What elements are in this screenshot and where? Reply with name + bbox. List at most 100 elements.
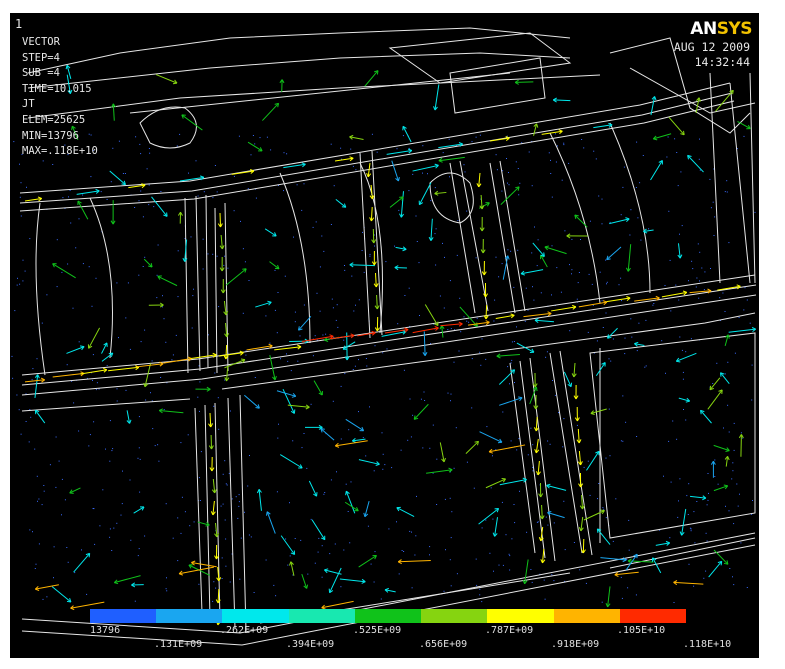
vector-arrow: [301, 573, 309, 589]
node-dot: [729, 568, 731, 569]
node-dot: [172, 354, 174, 356]
vector-arrow: [208, 412, 214, 428]
node-dot: [148, 204, 150, 206]
node-dot: [630, 318, 632, 320]
node-dot: [722, 292, 724, 294]
node-dot: [109, 460, 111, 462]
vector-arrow: [426, 467, 453, 474]
vector-arrow: [579, 494, 585, 510]
node-dot: [400, 449, 402, 451]
node-dot: [157, 244, 159, 246]
vector-arrow: [70, 601, 105, 611]
vector-arrow: [424, 304, 439, 327]
vector-arrow: [481, 260, 487, 276]
node-dot: [712, 201, 714, 203]
node-dot: [247, 485, 249, 487]
node-dot: [92, 379, 93, 381]
vector-arrow: [483, 304, 489, 320]
node-dot: [479, 588, 481, 590]
vector-arrow: [158, 408, 184, 414]
vector-arrow: [111, 103, 117, 121]
node-dot: [695, 286, 697, 288]
node-dot: [734, 352, 736, 354]
vector-arrow: [287, 404, 310, 410]
vector-arrow: [673, 580, 704, 586]
node-dot: [162, 295, 163, 297]
node-dot: [678, 299, 680, 301]
node-dot: [443, 307, 445, 309]
node-dot: [516, 449, 518, 451]
node-dot: [166, 577, 167, 579]
node-dot: [714, 459, 716, 461]
node-dot: [337, 326, 339, 328]
node-dot: [67, 154, 69, 156]
node-dot: [412, 173, 414, 175]
vector-arrow: [707, 389, 723, 410]
node-dot: [557, 145, 558, 147]
node-dot: [218, 428, 220, 430]
node-dot: [382, 352, 384, 354]
node-dot: [635, 594, 637, 596]
node-dot: [471, 141, 473, 143]
node-dot: [537, 521, 539, 523]
graphics-viewport[interactable]: 1 VECTOR STEP=4 SUB =4 TIME=10.015 JT EL…: [9, 12, 760, 659]
node-dot: [439, 295, 441, 297]
node-dot: [411, 587, 413, 589]
timestamp-block: AUG 12 2009 14:32:44: [674, 40, 750, 70]
vector-arrow: [80, 367, 108, 375]
vector-arrow: [246, 343, 273, 351]
node-dot: [188, 172, 189, 174]
node-dot: [56, 286, 58, 288]
vector-arrow: [499, 396, 523, 406]
vector-arrow: [342, 341, 356, 350]
vector-arrow: [476, 172, 482, 188]
vector-arrow: [578, 300, 608, 308]
node-dot: [340, 147, 342, 149]
vector-arrow: [605, 586, 611, 608]
node-dot: [518, 438, 520, 440]
vector-arrow: [535, 460, 541, 476]
node-dot: [225, 483, 227, 485]
node-dot: [691, 260, 693, 262]
node-dot: [82, 194, 84, 196]
node-dot: [94, 543, 96, 545]
node-dot: [511, 359, 513, 361]
node-dot: [704, 271, 706, 273]
node-dot: [627, 587, 629, 589]
node-dot: [573, 542, 575, 543]
vector-arrow: [304, 424, 323, 430]
node-dot: [163, 409, 165, 411]
vector-arrow: [77, 200, 89, 220]
node-dot: [749, 322, 751, 324]
node-dot: [88, 266, 90, 268]
node-dot: [505, 534, 507, 536]
node-dot: [690, 530, 692, 532]
vector-arrow: [720, 372, 730, 385]
node-dot: [247, 188, 249, 190]
node-dot: [303, 304, 305, 306]
node-dot: [382, 468, 384, 470]
node-dot: [224, 255, 226, 257]
node-dot: [631, 336, 633, 338]
node-dot: [698, 297, 700, 299]
node-dot: [365, 358, 367, 359]
node-dot: [100, 191, 102, 193]
node-dot: [202, 268, 204, 270]
node-dot: [388, 528, 390, 530]
vector-arrow: [344, 501, 359, 512]
node-dot: [605, 312, 607, 314]
legend-swatch: [222, 609, 289, 623]
node-dot: [285, 538, 287, 540]
node-dot: [290, 370, 292, 372]
vector-arrow: [440, 321, 463, 327]
node-dot: [450, 400, 451, 402]
node-dot: [254, 143, 256, 145]
node-dot: [416, 495, 417, 497]
node-dot: [442, 152, 444, 154]
node-dot: [321, 545, 323, 547]
vector-arrow: [276, 390, 297, 398]
node-dot: [669, 537, 671, 539]
info-line: ELEM=25625: [22, 113, 86, 126]
node-dot: [151, 360, 153, 362]
node-dot: [515, 161, 517, 163]
